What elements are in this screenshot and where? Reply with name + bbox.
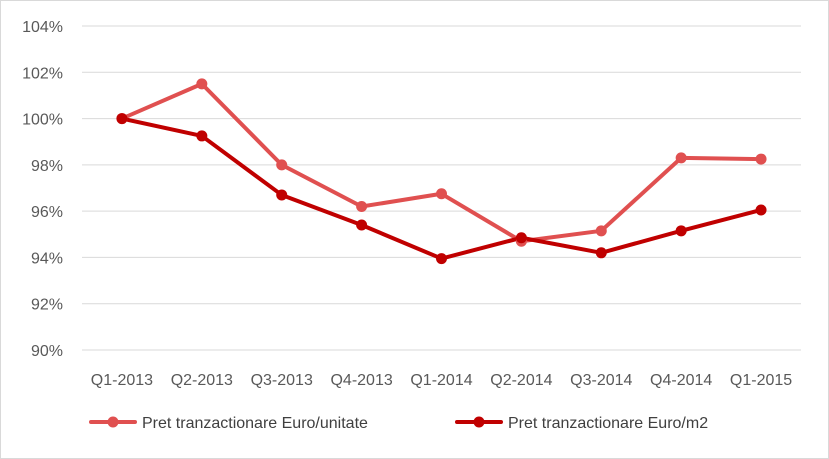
x-tick-label: Q3-2014 [570,372,632,389]
data-point-series-1 [675,152,687,164]
x-tick-label: Q4-2013 [330,372,392,389]
data-point-series-1 [356,201,368,213]
x-tick-label: Q2-2014 [490,372,552,389]
legend-marker-1 [107,416,119,428]
legend-label-2: Pret tranzactionare Euro/m2 [508,415,708,432]
y-tick-label: 96% [31,204,63,221]
data-point-series-1 [276,159,288,171]
data-point-series-2 [436,253,447,265]
data-point-series-2 [595,247,607,259]
data-point-series-2 [116,113,128,125]
x-tick-label: Q1-2014 [410,372,472,389]
x-tick-label: Q1-2015 [730,372,792,389]
y-tick-label: 98% [31,158,63,175]
x-tick-label: Q1-2013 [91,372,153,389]
y-tick-label: 92% [31,297,63,314]
data-point-series-2 [675,225,687,237]
x-tick-label: Q2-2013 [171,372,233,389]
y-tick-label: 94% [31,250,63,267]
data-point-series-2 [755,204,767,216]
data-point-series-1 [196,78,208,90]
data-point-series-1 [595,225,607,237]
y-tick-label: 100% [22,112,63,129]
data-point-series-1 [436,188,447,200]
series-line-1 [119,81,764,244]
y-tick-label: 90% [31,343,63,360]
data-point-series-1 [755,153,767,165]
legend-label-1: Pret tranzactionare Euro/unitate [142,415,368,432]
data-point-series-2 [356,219,368,231]
legend-marker-2 [473,416,485,428]
x-tick-label: Q4-2014 [650,372,712,389]
data-point-series-2 [515,232,527,244]
y-tick-label: 104% [22,19,63,36]
data-point-series-2 [276,189,288,201]
x-tick-label: Q3-2013 [251,372,313,389]
data-point-series-2 [196,130,208,142]
y-tick-label: 102% [22,65,63,82]
